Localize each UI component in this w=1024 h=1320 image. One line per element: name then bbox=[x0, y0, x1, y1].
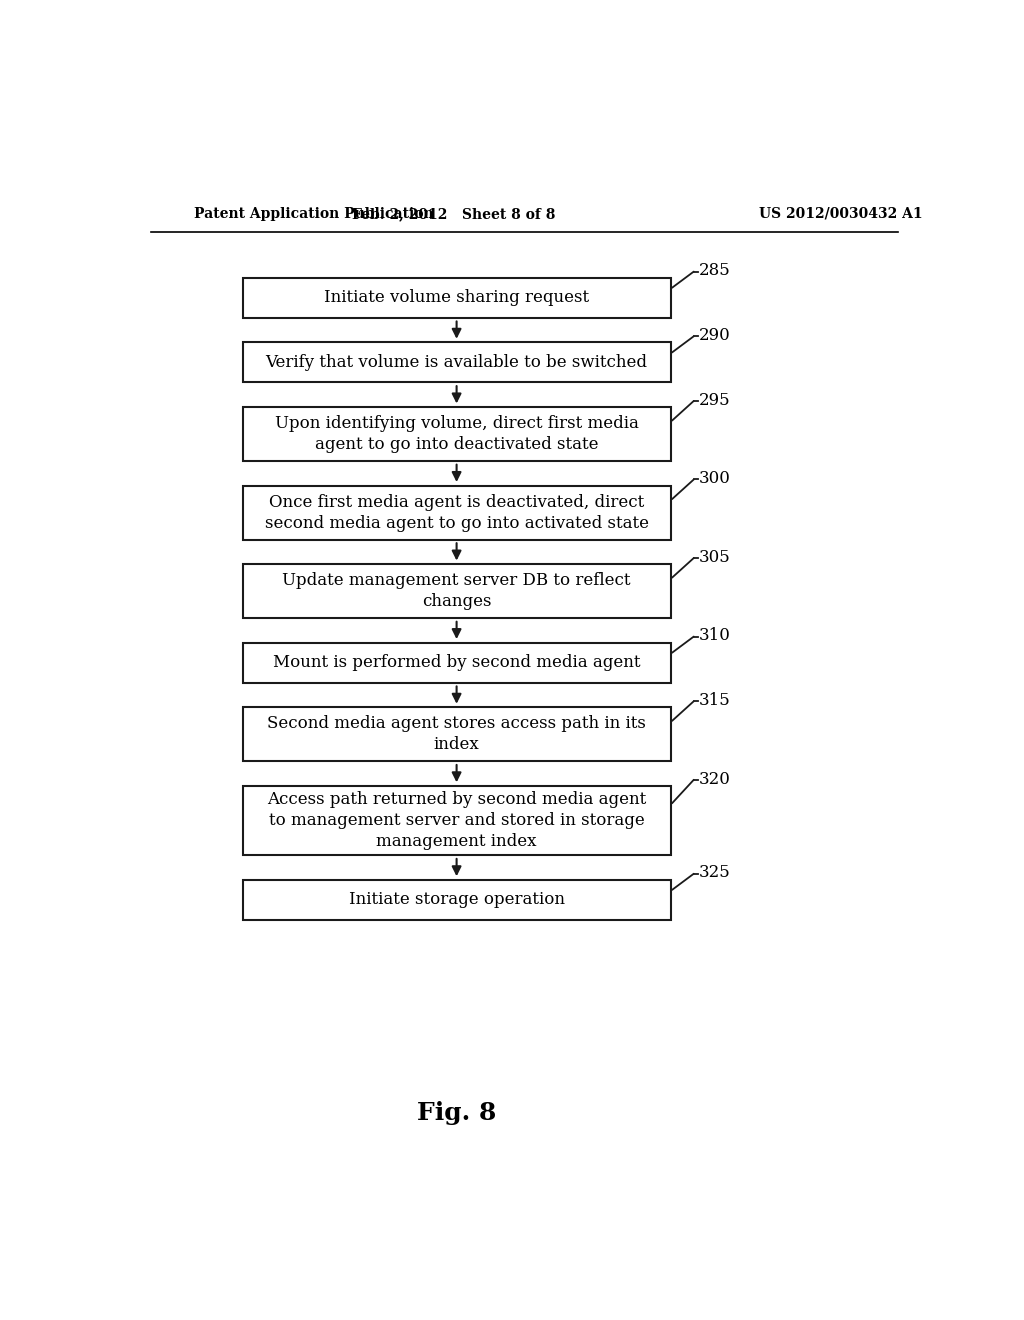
Bar bbox=[243, 880, 671, 920]
Text: Patent Application Publication: Patent Application Publication bbox=[194, 207, 433, 220]
Text: Fig. 8: Fig. 8 bbox=[417, 1101, 497, 1125]
Text: Access path returned by second media agent
to management server and stored in st: Access path returned by second media age… bbox=[267, 791, 646, 850]
Text: US 2012/0030432 A1: US 2012/0030432 A1 bbox=[759, 207, 923, 220]
Text: 285: 285 bbox=[699, 263, 731, 280]
Bar bbox=[243, 643, 671, 682]
Text: 315: 315 bbox=[699, 692, 731, 709]
Text: 295: 295 bbox=[699, 392, 731, 409]
Text: Initiate volume sharing request: Initiate volume sharing request bbox=[324, 289, 589, 306]
Bar bbox=[243, 708, 671, 762]
Text: 300: 300 bbox=[699, 470, 731, 487]
Text: Feb. 2, 2012   Sheet 8 of 8: Feb. 2, 2012 Sheet 8 of 8 bbox=[352, 207, 555, 220]
Bar bbox=[243, 486, 671, 540]
Text: Once first media agent is deactivated, direct
second media agent to go into acti: Once first media agent is deactivated, d… bbox=[264, 494, 648, 532]
Bar bbox=[243, 342, 671, 383]
Text: 305: 305 bbox=[699, 549, 731, 566]
Text: Update management server DB to reflect
changes: Update management server DB to reflect c… bbox=[283, 572, 631, 610]
Text: 310: 310 bbox=[699, 627, 731, 644]
Text: 320: 320 bbox=[699, 771, 731, 788]
Text: Upon identifying volume, direct first media
agent to go into deactivated state: Upon identifying volume, direct first me… bbox=[274, 414, 639, 453]
Text: Second media agent stores access path in its
index: Second media agent stores access path in… bbox=[267, 715, 646, 754]
Text: 290: 290 bbox=[699, 327, 731, 345]
Bar bbox=[243, 277, 671, 318]
Text: 325: 325 bbox=[699, 865, 731, 882]
Bar bbox=[243, 564, 671, 618]
Bar bbox=[243, 407, 671, 461]
Bar bbox=[243, 785, 671, 855]
Text: Mount is performed by second media agent: Mount is performed by second media agent bbox=[272, 655, 640, 672]
Text: Verify that volume is available to be switched: Verify that volume is available to be sw… bbox=[265, 354, 647, 371]
Text: Initiate storage operation: Initiate storage operation bbox=[348, 891, 564, 908]
